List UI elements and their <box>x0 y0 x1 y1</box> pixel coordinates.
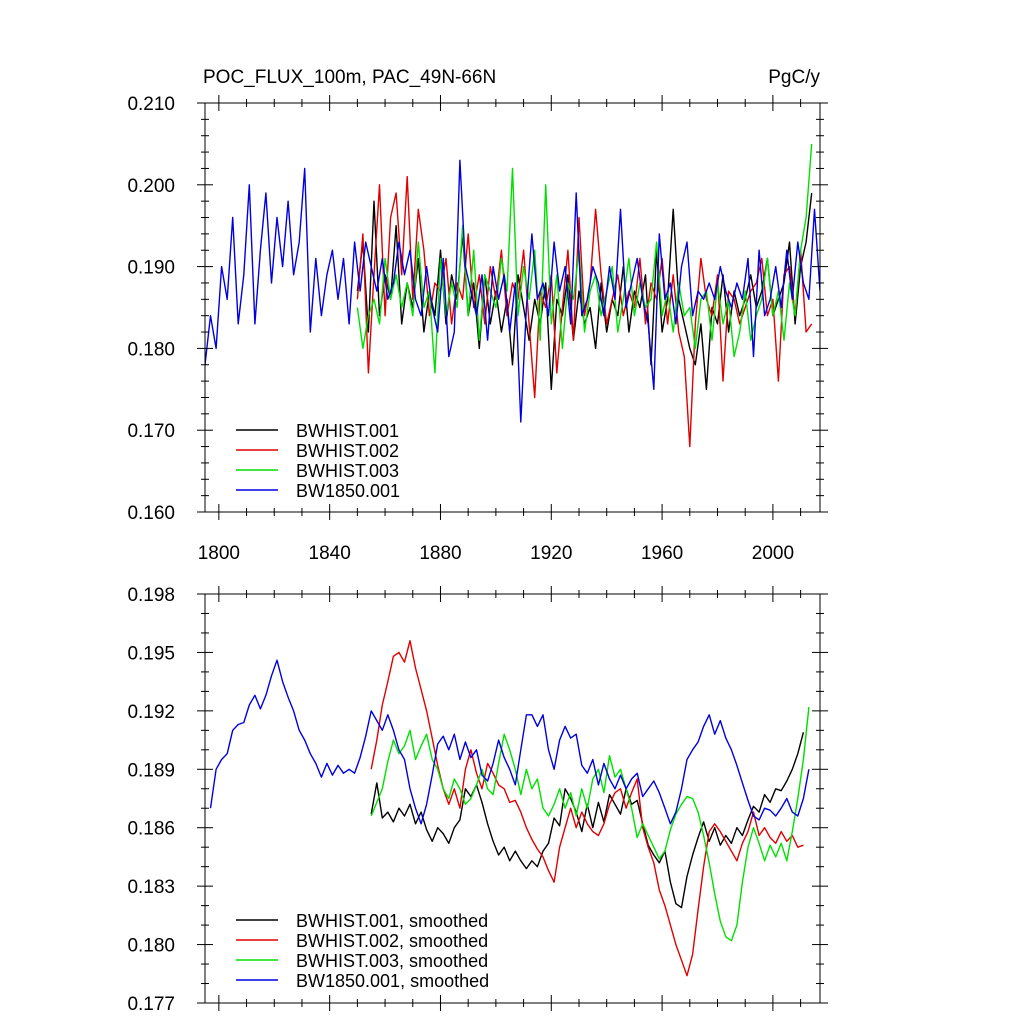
y-tick-label: 0.210 <box>127 94 175 115</box>
legend-label: BWHIST.001, smoothed <box>296 911 488 931</box>
title-left: POC_FLUX_100m, PAC_49N-66N <box>203 67 496 88</box>
y-tick-label: 0.200 <box>127 176 175 197</box>
series-group <box>209 640 810 977</box>
x-tick-label: 1840 <box>309 543 351 564</box>
series-line-bwhist-001 <box>370 732 805 909</box>
y-tick-label: 0.180 <box>127 339 175 360</box>
x-tick-label: 1800 <box>198 543 240 564</box>
y-tick-label: 0.198 <box>127 585 175 606</box>
series-line-bw1850-001 <box>209 659 810 825</box>
x-tick-label: 1920 <box>530 543 572 564</box>
y-tick-label: 0.195 <box>127 643 175 664</box>
y-tick-label: 0.192 <box>127 702 175 723</box>
series-line-bwhist-003 <box>370 706 810 942</box>
series-line-bwhist-002 <box>356 175 813 448</box>
y-tick-label: 0.183 <box>127 877 175 898</box>
x-tick-label: 1880 <box>419 543 461 564</box>
bottom-panel: 0.177 0.180 0.183 0.186 0.189 0.192 0.195 0.198… <box>127 585 828 1015</box>
y-tick-label: 0.160 <box>127 503 175 524</box>
y-tick-label: 0.186 <box>127 819 175 840</box>
legend-label: BWHIST.002 <box>296 441 399 461</box>
legend-label: BWHIST.002, smoothed <box>296 931 488 951</box>
title-right: PgC/y <box>768 67 820 88</box>
y-tick-label: 0.190 <box>127 258 175 279</box>
series-line-bwhist-003 <box>356 143 813 374</box>
legend-label: BW1850.001 <box>296 481 400 501</box>
top-panel: 0.160 0.170 0.180 0.190 0.200 0.210 1800 1840 18… <box>127 94 828 564</box>
y-tick-label: 0.177 <box>127 994 175 1015</box>
y-tick-label: 0.180 <box>127 936 175 957</box>
plot-frame <box>204 102 821 513</box>
plot-frame <box>204 593 821 1004</box>
y-tick-label: 0.189 <box>127 760 175 781</box>
legend-label: BWHIST.003 <box>296 461 399 481</box>
legend-label: BW1850.001, smoothed <box>296 971 489 991</box>
y-tick-label: 0.170 <box>127 421 175 442</box>
legend-label: BWHIST.001 <box>296 421 399 441</box>
legend-label: BWHIST.003, smoothed <box>296 951 488 971</box>
x-tick-label: 2000 <box>752 543 794 564</box>
series-line-bw1850-001 <box>205 159 820 423</box>
x-tick-label: 1960 <box>641 543 683 564</box>
series-group <box>205 143 820 448</box>
